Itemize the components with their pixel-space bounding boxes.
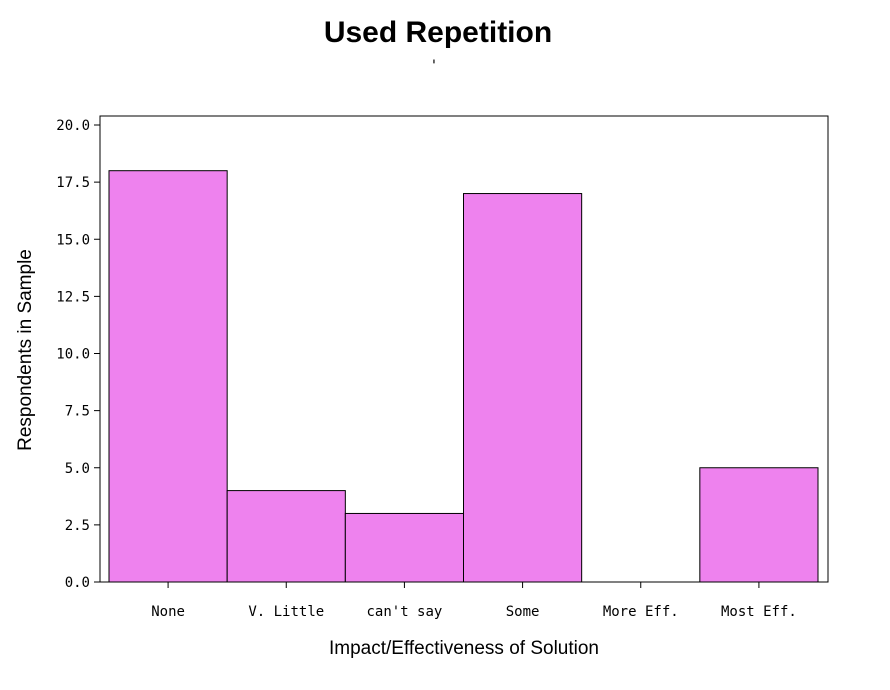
y-tick-label: 15.0 <box>56 232 90 248</box>
y-tick-label: 5.0 <box>65 461 90 477</box>
x-axis-title: Impact/Effectiveness of Solution <box>329 638 599 659</box>
x-tick-label: V. Little <box>248 604 324 620</box>
x-tick-label: can't say <box>366 604 442 620</box>
chart-subtitle: ' <box>430 58 438 74</box>
y-tick-label: 12.5 <box>56 289 90 305</box>
y-tick-label: 0.0 <box>65 575 90 591</box>
bar <box>344 512 465 583</box>
y-axis-title: Respondents in Sample <box>15 249 36 451</box>
y-tick-label: 7.5 <box>65 404 90 420</box>
chart-title: Used Repetition <box>324 16 552 49</box>
bar <box>108 170 228 583</box>
x-tick-label: Some <box>506 604 540 620</box>
bar <box>463 193 583 583</box>
plot-area: 0.0 2.5 5.0 7.5 10.0 12.5 15.0 17.5 20.0 None V. L… <box>56 115 829 620</box>
y-tick-label: 17.5 <box>56 175 90 191</box>
bar <box>699 467 819 583</box>
bar <box>226 490 346 583</box>
y-tick-label: 10.0 <box>56 347 90 363</box>
x-tick-label: Most Eff. <box>721 604 797 620</box>
y-tick-label: 20.0 <box>56 118 90 134</box>
y-tick-label: 2.5 <box>65 518 90 534</box>
x-tick-label: More Eff. <box>603 604 679 620</box>
x-tick-label: None <box>151 604 185 620</box>
